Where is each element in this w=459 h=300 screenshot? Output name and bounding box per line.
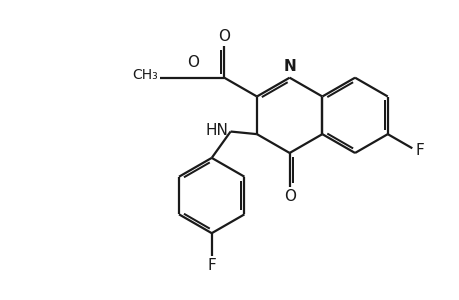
Text: O: O (218, 29, 230, 44)
Text: F: F (207, 258, 216, 273)
Text: O: O (283, 189, 295, 204)
Text: CH₃: CH₃ (132, 68, 158, 82)
Text: F: F (414, 143, 423, 158)
Text: HN: HN (205, 123, 228, 138)
Text: O: O (187, 55, 199, 70)
Text: N: N (283, 59, 296, 74)
